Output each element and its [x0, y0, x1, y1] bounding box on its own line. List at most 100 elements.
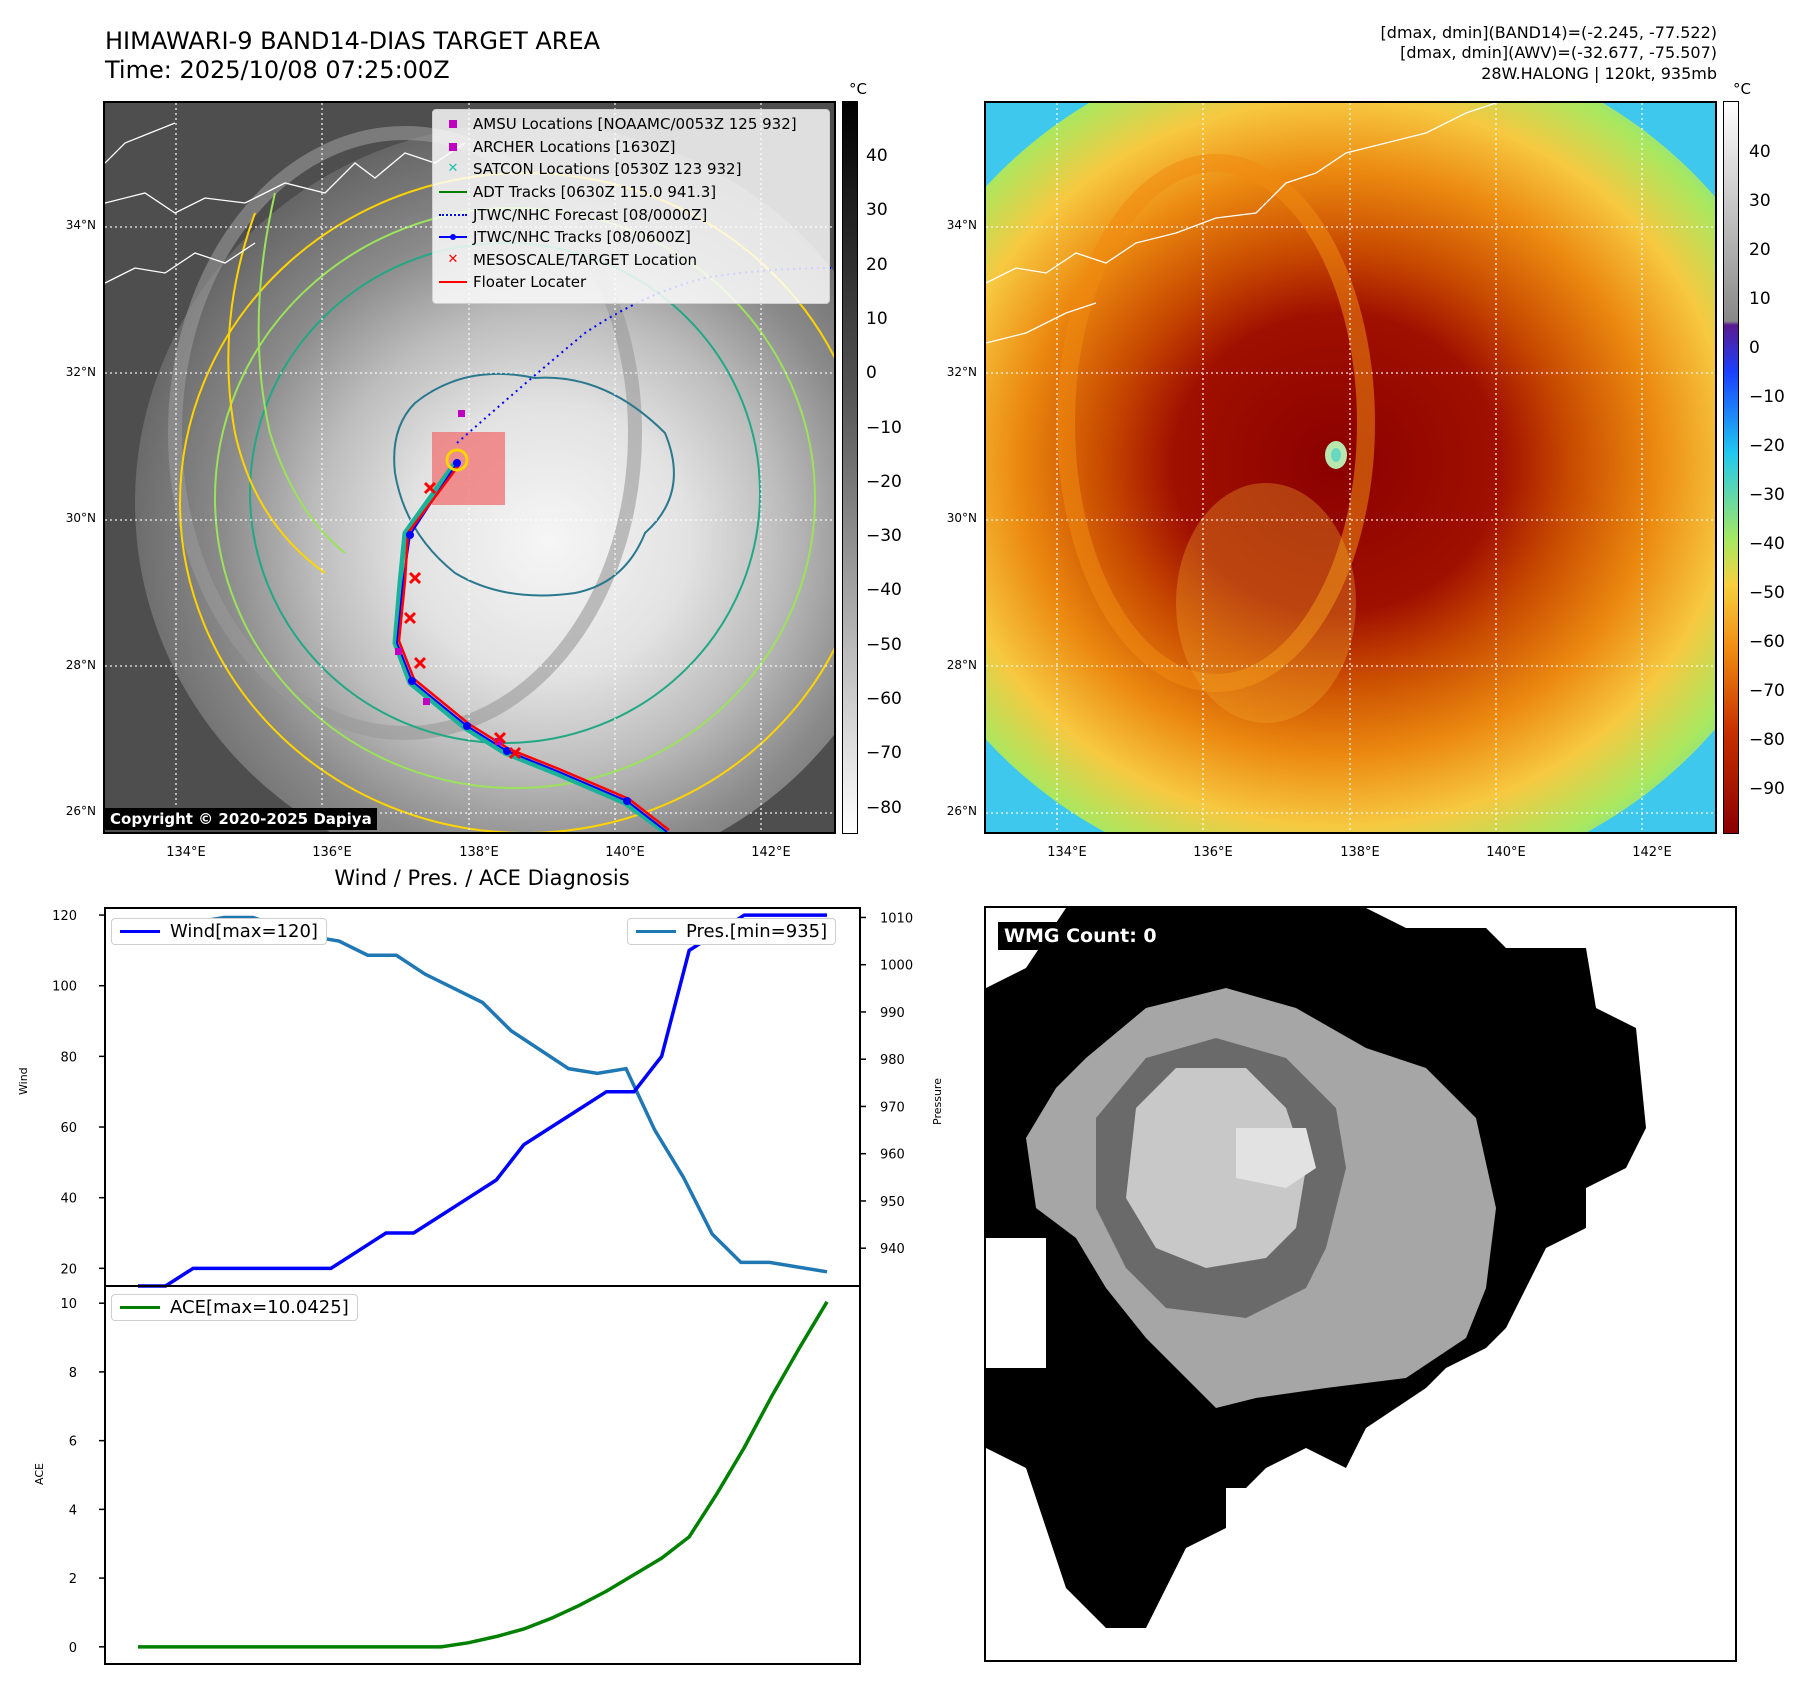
wind-legend-line — [120, 930, 160, 933]
legend-floater-label: Floater Locater — [473, 273, 587, 292]
legend-mesoscale-label: MESOSCALE/TARGET Location — [473, 250, 698, 269]
ace-plot: 0 2 4 6 8 10 — [60, 1285, 861, 1665]
pressure-tick-label: 960 — [880, 1148, 905, 1163]
wind-tick-label: 40 — [60, 1192, 77, 1207]
ace-tick-label: 6 — [69, 1435, 77, 1450]
wind-tick-label: 100 — [52, 980, 77, 995]
legend-amsu-marker — [433, 116, 473, 132]
left-lon-label: 136°E — [312, 845, 352, 860]
awv-map-image — [986, 103, 1715, 832]
ace-line — [138, 1300, 829, 1649]
pressure-tick-label: 990 — [880, 1006, 905, 1021]
diagnosis-title: Wind / Pres. / ACE Diagnosis — [334, 866, 630, 890]
plot-frame — [104, 1285, 861, 1665]
colorbar-tick-label: −80 — [1749, 730, 1785, 750]
legend-tracks: JTWC/NHC Tracks [08/0600Z] — [433, 226, 829, 249]
colorbar-tick-label: −10 — [866, 417, 902, 438]
left-lon-label: 142°E — [751, 845, 791, 860]
wind-tick-label: 60 — [60, 1121, 77, 1136]
left-lat-label: 28°N — [65, 658, 96, 672]
ace-legend-label: ACE[max=10.0425] — [170, 1297, 349, 1318]
pressure-legend-label: Pres.[min=935] — [686, 921, 828, 942]
legend-satcon: ✕ SATCON Locations [0530Z 123 932] — [433, 158, 829, 181]
map-legend: AMSU Locations [NOAAMC/0053Z 125 932] AR… — [432, 109, 830, 304]
ace-tick-label: 4 — [69, 1503, 77, 1518]
wmg-count-badge: WMG Count: 0 — [998, 922, 1163, 950]
wmg-image — [986, 908, 1646, 1628]
colorbar-tick-label: 0 — [1749, 338, 1760, 358]
pressure-tick-label: 980 — [880, 1053, 905, 1068]
colorbar-tick-label: −30 — [866, 526, 902, 547]
left-lon-label: 134°E — [166, 845, 206, 860]
left-lon-label: 138°E — [459, 845, 499, 860]
legend-archer-label: ARCHER Locations [1630Z] — [473, 137, 676, 156]
legend-amsu-label: AMSU Locations [NOAAMC/0053Z 125 932] — [473, 115, 797, 134]
left-lat-label: 30°N — [65, 511, 96, 525]
colorbar-tick-label: −60 — [866, 689, 902, 709]
legend-archer: ARCHER Locations [1630Z] — [433, 136, 829, 159]
ace-legend: ACE[max=10.0425] — [111, 1294, 358, 1321]
pressure-tick-label: 950 — [880, 1195, 905, 1210]
colorbar-tick-label: −70 — [866, 743, 902, 764]
ace-tick-label: 2 — [69, 1572, 77, 1587]
band14-map: AMSU Locations [NOAAMC/0053Z 125 932] AR… — [103, 101, 836, 834]
colorbar-tick-label: −50 — [866, 634, 902, 655]
legend-tracks-marker — [433, 229, 473, 245]
colorbar-tick-label: 30 — [866, 200, 888, 221]
wind-legend: Wind[max=120] — [111, 918, 327, 945]
colorbar-tick-label: −20 — [866, 471, 902, 492]
legend-adt-label: ADT Tracks [0630Z 115.0 941.3] — [473, 183, 717, 202]
pressure-legend: Pres.[min=935] — [627, 918, 837, 945]
colorbar-tick-label: 0 — [866, 363, 877, 384]
pressure-line — [138, 915, 828, 1274]
colorbar-tick-label: 10 — [1749, 289, 1771, 309]
legend-forecast-marker — [433, 207, 473, 223]
colorbar-tick-label: 20 — [1749, 240, 1771, 260]
right-colorbar — [1723, 101, 1739, 834]
left-lat-label: 34°N — [65, 218, 96, 232]
legend-amsu: AMSU Locations [NOAAMC/0053Z 125 932] — [433, 113, 829, 136]
diagnosis-plots: 2040608010012094095096097098099010001010… — [52, 907, 913, 1665]
wind-tick-label: 80 — [60, 1050, 77, 1065]
info-band14: [dmax, dmin](BAND14)=(-2.245, -77.522) — [1380, 23, 1717, 42]
legend-mesoscale-marker: ✕ — [447, 251, 459, 267]
pressure-tick-label: 970 — [880, 1100, 905, 1115]
ace-legend-line — [120, 1306, 160, 1309]
right-colorbar-unit: °C — [1733, 80, 1751, 98]
pressure-tick-label: 940 — [880, 1242, 905, 1257]
legend-tracks-label: JTWC/NHC Tracks [08/0600Z] — [473, 228, 691, 247]
legend-floater-marker — [433, 274, 473, 290]
wmg-panel: WMG Count: 0 — [984, 906, 1737, 1662]
colorbar-tick-label: −10 — [1749, 387, 1785, 407]
right-lat-label: 34°N — [946, 218, 977, 232]
pressure-legend-line — [636, 930, 676, 933]
legend-adt: ADT Tracks [0630Z 115.0 941.3] — [433, 181, 829, 204]
colorbar-tick-label: −40 — [1749, 534, 1785, 554]
colorbar-tick-label: −30 — [1749, 485, 1785, 505]
left-colorbar — [842, 101, 858, 834]
right-lon-label: 140°E — [1486, 845, 1526, 860]
wind-axis-label: Wind — [17, 1067, 30, 1095]
ace-axis-label: ACE — [33, 1463, 46, 1485]
wind-legend-label: Wind[max=120] — [170, 921, 318, 942]
awv-map — [984, 101, 1717, 834]
legend-forecast-label: JTWC/NHC Forecast [08/0000Z] — [473, 205, 708, 224]
right-lon-label: 138°E — [1340, 845, 1380, 860]
right-lon-label: 136°E — [1193, 845, 1233, 860]
right-lat-label: 30°N — [946, 511, 977, 525]
right-lon-label: 142°E — [1632, 845, 1672, 860]
left-lon-label: 140°E — [605, 845, 645, 860]
pressure-axis-label: Pressure — [931, 1078, 944, 1125]
left-colorbar-unit: °C — [849, 80, 867, 98]
right-lat-label: 28°N — [946, 658, 977, 672]
left-lat-label: 26°N — [65, 804, 96, 818]
legend-forecast: JTWC/NHC Forecast [08/0000Z] — [433, 203, 829, 226]
chart-time: Time: 2025/10/08 07:25:00Z — [105, 56, 450, 84]
legend-adt-marker — [433, 184, 473, 200]
colorbar-tick-label: −60 — [1749, 632, 1785, 652]
left-lat-label: 32°N — [65, 365, 96, 379]
colorbar-tick-label: −50 — [1749, 583, 1785, 603]
wind-line — [138, 913, 827, 1288]
colorbar-tick-label: −80 — [866, 797, 902, 818]
wind-tick-label: 120 — [52, 909, 77, 924]
